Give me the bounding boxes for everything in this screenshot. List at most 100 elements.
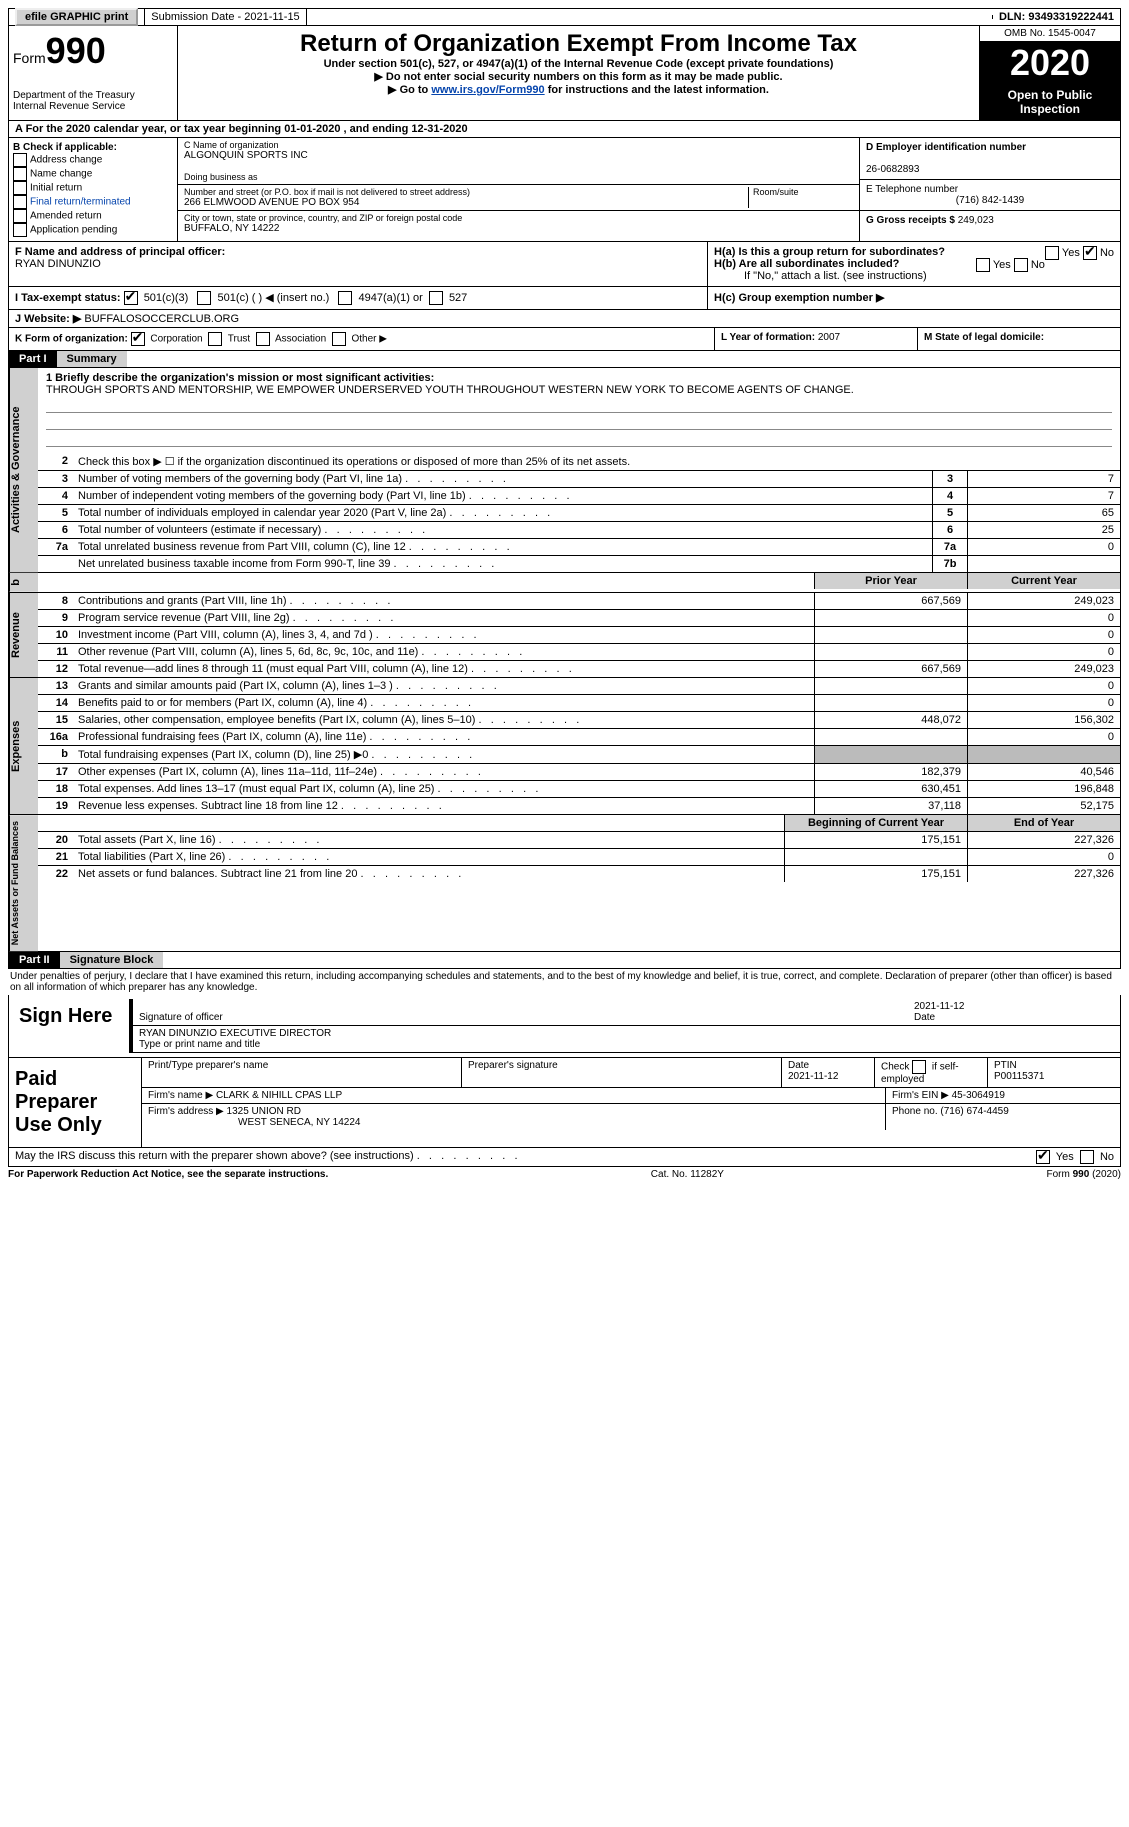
gross-label: G Gross receipts $ bbox=[866, 215, 955, 226]
opt-amended: Amended return bbox=[30, 211, 102, 222]
org-name: ALGONQUIN SPORTS INC bbox=[184, 150, 853, 161]
sig-officer-label: Signature of officer bbox=[139, 1012, 223, 1023]
opt-other: Other ▶ bbox=[351, 334, 386, 345]
goto-post: for instructions and the latest informat… bbox=[545, 84, 769, 96]
part-1-label: Part I bbox=[9, 351, 57, 367]
sig-name-label: Type or print name and title bbox=[139, 1039, 260, 1050]
data-row: 16aProfessional fundraising fees (Part I… bbox=[38, 729, 1120, 746]
opt-501c3: 501(c)(3) bbox=[144, 292, 189, 304]
form-title: Return of Organization Exempt From Incom… bbox=[182, 30, 975, 58]
check-501c[interactable] bbox=[197, 291, 211, 305]
form-header: Form990 Department of the Treasury Inter… bbox=[8, 26, 1121, 121]
city-label: City or town, state or province, country… bbox=[184, 213, 853, 223]
check-address-change[interactable] bbox=[13, 153, 27, 167]
website-label: J Website: ▶ bbox=[15, 313, 84, 325]
year-formation-label: L Year of formation: bbox=[721, 332, 815, 343]
ein-label: D Employer identification number bbox=[866, 142, 1026, 153]
tab-revenue: Revenue bbox=[9, 593, 38, 677]
footer-right-pre: Form bbox=[1047, 1169, 1073, 1180]
check-hb-yes[interactable] bbox=[976, 258, 990, 272]
ptin-value: P00115371 bbox=[994, 1071, 1044, 1082]
gov-row: 5Total number of individuals employed in… bbox=[38, 505, 1120, 522]
ptin-label: PTIN bbox=[994, 1060, 1017, 1071]
tab-governance: Activities & Governance bbox=[9, 368, 38, 572]
sig-name: RYAN DINUNZIO EXECUTIVE DIRECTOR bbox=[139, 1028, 331, 1039]
footer-left: For Paperwork Reduction Act Notice, see … bbox=[8, 1169, 328, 1180]
tax-year: 2020 bbox=[980, 42, 1120, 84]
check-initial-return[interactable] bbox=[13, 181, 27, 195]
opt-501c: 501(c) ( ) ◀ (insert no.) bbox=[218, 292, 330, 304]
data-row: 14Benefits paid to or for members (Part … bbox=[38, 695, 1120, 712]
check-ha-yes[interactable] bbox=[1045, 246, 1059, 260]
tax-status-label: I Tax-exempt status: bbox=[15, 292, 121, 304]
paid-preparer-block: Paid Preparer Use Only Print/Type prepar… bbox=[8, 1058, 1121, 1148]
opt-initial: Initial return bbox=[30, 183, 82, 194]
top-bar: efile GRAPHIC print Submission Date - 20… bbox=[8, 8, 1121, 26]
prep-sig-hdr: Preparer's signature bbox=[462, 1058, 782, 1087]
section-klm: K Form of organization: Corporation Trus… bbox=[8, 328, 1121, 351]
check-discuss-no[interactable] bbox=[1080, 1150, 1094, 1164]
section-j: J Website: ▶ BUFFALOSOCCERCLUB.ORG bbox=[8, 310, 1121, 328]
hdr-end-year: End of Year bbox=[967, 815, 1120, 831]
form-label: Form bbox=[13, 50, 46, 66]
penalties-text: Under penalties of perjury, I declare th… bbox=[8, 969, 1121, 995]
gov-row: 7aTotal unrelated business revenue from … bbox=[38, 539, 1120, 556]
prep-date: 2021-11-12 bbox=[788, 1071, 838, 1082]
opt-name: Name change bbox=[30, 169, 92, 180]
gov-row: 3Number of voting members of the governi… bbox=[38, 471, 1120, 488]
hdr-begin-year: Beginning of Current Year bbox=[784, 815, 967, 831]
discuss-question: May the IRS discuss this return with the… bbox=[15, 1150, 414, 1162]
hb-no: No bbox=[1031, 259, 1045, 271]
check-final-return[interactable] bbox=[13, 195, 27, 209]
data-row: 9Program service revenue (Part VIII, lin… bbox=[38, 610, 1120, 627]
hdr-prior-year: Prior Year bbox=[814, 573, 967, 589]
opt-pending: Application pending bbox=[30, 225, 117, 236]
box-deg: D Employer identification number 26-0682… bbox=[859, 138, 1120, 241]
hdr-current-year: Current Year bbox=[967, 573, 1120, 589]
opt-corp: Corporation bbox=[150, 334, 202, 345]
check-501c3[interactable] bbox=[124, 291, 138, 305]
irs-link[interactable]: www.irs.gov/Form990 bbox=[431, 84, 544, 96]
h-a: H(a) Is this a group return for subordin… bbox=[714, 246, 945, 258]
dba-label: Doing business as bbox=[184, 172, 853, 182]
check-corp[interactable] bbox=[131, 332, 145, 346]
check-trust[interactable] bbox=[208, 332, 222, 346]
twocol-header-row: b Prior Year Current Year bbox=[8, 573, 1121, 593]
gov-row: Net unrelated business taxable income fr… bbox=[38, 556, 1120, 572]
dept-treasury: Department of the Treasury Internal Reve… bbox=[13, 90, 173, 112]
data-row: 21Total liabilities (Part X, line 26)0 bbox=[38, 849, 1120, 866]
net-header-row: Net Assets or Fund Balances Beginning of… bbox=[8, 815, 1121, 952]
check-4947[interactable] bbox=[338, 291, 352, 305]
officer-name: RYAN DINUNZIO bbox=[15, 258, 101, 270]
opt-address: Address change bbox=[30, 155, 102, 166]
efile-print-button[interactable]: efile GRAPHIC print bbox=[15, 8, 138, 26]
check-assoc[interactable] bbox=[256, 332, 270, 346]
check-ha-no[interactable] bbox=[1083, 246, 1097, 260]
h-b2: If "No," attach a list. (see instruction… bbox=[714, 270, 1114, 282]
check-app-pending[interactable] bbox=[13, 223, 27, 237]
firm-ein-label: Firm's EIN ▶ bbox=[892, 1090, 949, 1101]
check-527[interactable] bbox=[429, 291, 443, 305]
submission-date: Submission Date - 2021-11-15 bbox=[145, 9, 306, 25]
check-other[interactable] bbox=[332, 332, 346, 346]
check-self-employed[interactable] bbox=[912, 1060, 926, 1074]
ha-no: No bbox=[1100, 247, 1114, 259]
check-name-change[interactable] bbox=[13, 167, 27, 181]
open-inspection: Open to Public Inspection bbox=[980, 84, 1120, 120]
data-row: 17Other expenses (Part IX, column (A), l… bbox=[38, 764, 1120, 781]
website-value: BUFFALOSOCCERCLUB.ORG bbox=[84, 313, 239, 325]
part-1-title: Summary bbox=[57, 351, 127, 367]
check-hb-no[interactable] bbox=[1014, 258, 1028, 272]
check-discuss-yes[interactable] bbox=[1036, 1150, 1050, 1164]
check-amended[interactable] bbox=[13, 209, 27, 223]
brief-label: 1 Briefly describe the organization's mi… bbox=[46, 372, 434, 384]
discuss-no: No bbox=[1100, 1151, 1114, 1163]
subtitle-2: ▶ Do not enter social security numbers o… bbox=[182, 70, 975, 83]
opt-4947: 4947(a)(1) or bbox=[359, 292, 423, 304]
phone-label: E Telephone number bbox=[866, 184, 958, 195]
sig-date-label: Date bbox=[914, 1012, 935, 1023]
line-2: Check this box ▶ ☐ if the organization d… bbox=[74, 453, 1120, 470]
opt-final: Final return/terminated bbox=[30, 197, 131, 208]
row-a-tax-year: A For the 2020 calendar year, or tax yea… bbox=[8, 121, 1121, 138]
year-formation: 2007 bbox=[818, 332, 840, 343]
